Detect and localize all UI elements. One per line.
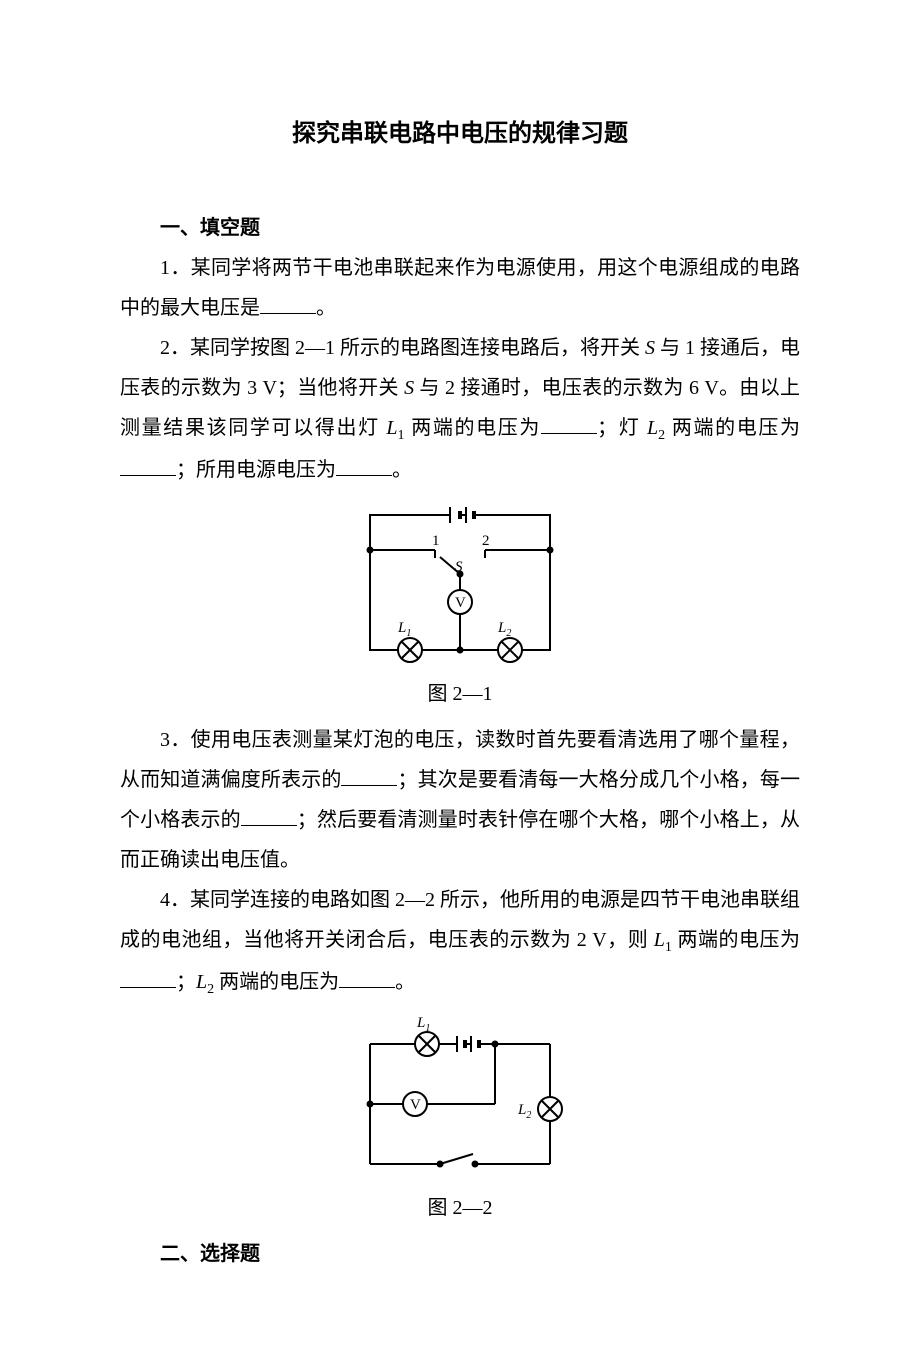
q4-b: 两端的电压为	[677, 929, 800, 951]
question-4: 4．某同学连接的电路如图 2—2 所示，他所用的电源是四节干电池串联组成的电池组…	[120, 880, 800, 1004]
q4-blank-2	[339, 987, 395, 988]
page: 探究串联电路中电压的规律习题 一、填空题 1．某同学将两节干电池串联起来作为电源…	[0, 0, 920, 1354]
q2-e: ；灯	[597, 417, 640, 439]
q2-g: ；所用电源电压为	[176, 459, 336, 481]
document-title: 探究串联电路中电压的规律习题	[120, 110, 800, 158]
q2-sym-l1-sub: 1	[398, 428, 405, 443]
question-2: 2．某同学按图 2—1 所示的电路图连接电路后，将开关 S 与 1 接通后，电压…	[120, 328, 800, 490]
fig1-label-v: V	[455, 595, 466, 611]
q4-sym-l2: L	[196, 971, 207, 993]
q2-sym-l2-sub: 2	[658, 428, 665, 443]
q1-text-a: 1．某同学将两节干电池串联起来作为电源使用，用这个电源组成的电路中的最大电压是	[120, 257, 800, 319]
fig1-label-2: 2	[482, 533, 490, 549]
q2-sym-s1: S	[645, 337, 655, 359]
q2-f: 两端的电压为	[672, 417, 800, 439]
q2-blank-3	[336, 475, 392, 476]
circuit-diagram-2: L1 V L2	[345, 1014, 575, 1184]
section-heading-choice: 二、选择题	[120, 1234, 800, 1274]
q4-c: ；	[176, 971, 196, 993]
q4-blank-1	[120, 987, 176, 988]
q3-blank-1	[341, 785, 397, 786]
q2-sym-l1: L	[386, 417, 397, 439]
q1-text-b: 。	[316, 297, 336, 319]
circuit-diagram-1: 1 2 S V L1 L2	[350, 500, 570, 670]
q2-blank-2	[120, 475, 176, 476]
figure-2-1: 1 2 S V L1 L2	[120, 500, 800, 670]
q2-sym-l2: L	[647, 417, 658, 439]
figure-2-1-caption: 图 2—1	[120, 674, 800, 714]
question-3: 3．使用电压表测量某灯泡的电压，读数时首先要看清选用了哪个量程，从而知道满偏度所…	[120, 720, 800, 880]
q4-sym-l1-sub: 1	[665, 940, 672, 955]
q2-a: 2．某同学按图 2—1 所示的电路图连接电路后，将开关	[160, 337, 640, 359]
q2-d: 两端的电压为	[411, 417, 541, 439]
q4-sym-l1: L	[654, 929, 665, 951]
q2-sym-s2: S	[404, 377, 414, 399]
figure-2-2: L1 V L2	[120, 1014, 800, 1184]
q2-blank-1	[541, 433, 597, 434]
question-1: 1．某同学将两节干电池串联起来作为电源使用，用这个电源组成的电路中的最大电压是。	[120, 248, 800, 328]
fig1-label-1: 1	[432, 533, 440, 549]
q2-h: 。	[392, 459, 412, 481]
figure-2-2-caption: 图 2—2	[120, 1188, 800, 1228]
section-heading-fill: 一、填空题	[120, 208, 800, 248]
q4-sym-l2-sub: 2	[207, 982, 214, 997]
q1-blank-1	[260, 313, 316, 314]
fig1-label-s: S	[455, 559, 463, 575]
fig1-label-l1: L1	[397, 620, 411, 639]
q4-d: 两端的电压为	[219, 971, 339, 993]
fig2-label-v: V	[410, 1097, 421, 1113]
q3-blank-2	[241, 825, 297, 826]
q4-e: 。	[395, 971, 415, 993]
fig2-label-l2: L2	[517, 1102, 531, 1121]
fig2-label-l1: L1	[416, 1015, 430, 1034]
fig1-label-l2: L2	[497, 620, 511, 639]
